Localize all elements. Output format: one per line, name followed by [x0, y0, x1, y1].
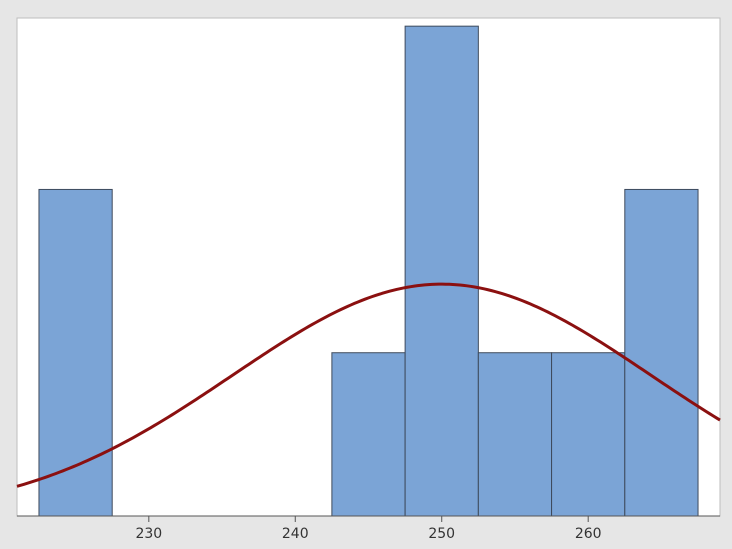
- normal-fit-curve: [16, 282, 721, 488]
- histogram-bar-8: [624, 188, 699, 517]
- bars-group: [38, 25, 699, 517]
- x-tick-label-230: 230: [135, 526, 162, 542]
- histogram-bar-7: [551, 352, 626, 517]
- histogram-bar-6: [477, 352, 553, 517]
- x-tick-label-260: 260: [575, 526, 602, 542]
- histogram-bar-4: [331, 352, 406, 517]
- x-axis-ticks: 230 240 250 260: [135, 516, 602, 542]
- x-tick-label-240: 240: [282, 526, 309, 542]
- histogram-bar-0: [38, 188, 113, 517]
- histogram-bar-5: [404, 25, 479, 517]
- x-tick-label-250: 250: [428, 526, 455, 542]
